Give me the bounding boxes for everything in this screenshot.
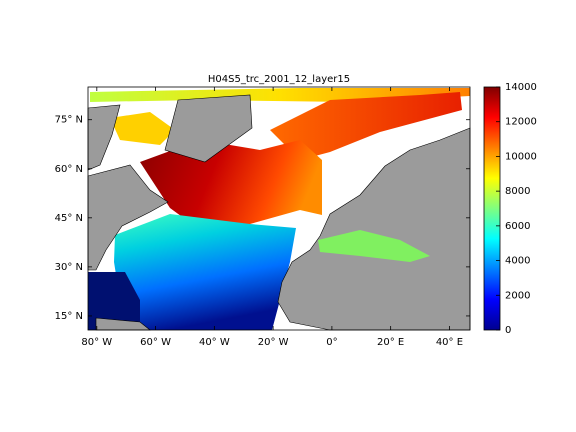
colorbar-tick-label: 2000 [505,290,530,301]
x-tick-label: 0° [326,337,337,348]
x-tick-label: 40° E [436,337,463,348]
colorbar-tick-label: 12000 [505,117,537,128]
y-tick-label: 15° N [55,311,83,322]
colorbar [483,86,501,331]
y-tick-label: 45° N [55,213,83,224]
mediterranean-field [318,230,430,262]
colorbar-tick-label: 0 [505,325,511,336]
land-eurasia-africa [277,127,471,331]
nordic-field [270,92,462,160]
y-tick-label: 60° N [55,164,83,175]
caribbean-field [88,272,140,330]
land-east-america [87,164,169,271]
x-tick-label: 60° W [140,337,171,348]
colorbar-tick-label: 14000 [505,82,537,93]
baffin-field [110,112,175,145]
north-atlantic-field [140,140,322,230]
colorbar-tick-label: 10000 [505,151,537,162]
land [87,94,471,331]
x-tick-label: 40° W [199,337,230,348]
y-tick-label: 75° N [55,115,83,126]
x-tick-label: 80° W [81,337,112,348]
chart-title: H04S5_trc_2001_12_layer15 [208,74,350,85]
land-greenland [164,94,253,163]
x-tick-label: 20° E [377,337,404,348]
subtropical-field [114,214,296,330]
x-tick-label: 20° W [258,337,289,348]
y-tick-label: 30° N [55,262,83,273]
colorbar-tick-label: 8000 [505,186,530,197]
colorbar-tick-label: 6000 [505,221,530,232]
axes-box [87,86,471,331]
colorbar-tick-label: 4000 [505,256,530,267]
